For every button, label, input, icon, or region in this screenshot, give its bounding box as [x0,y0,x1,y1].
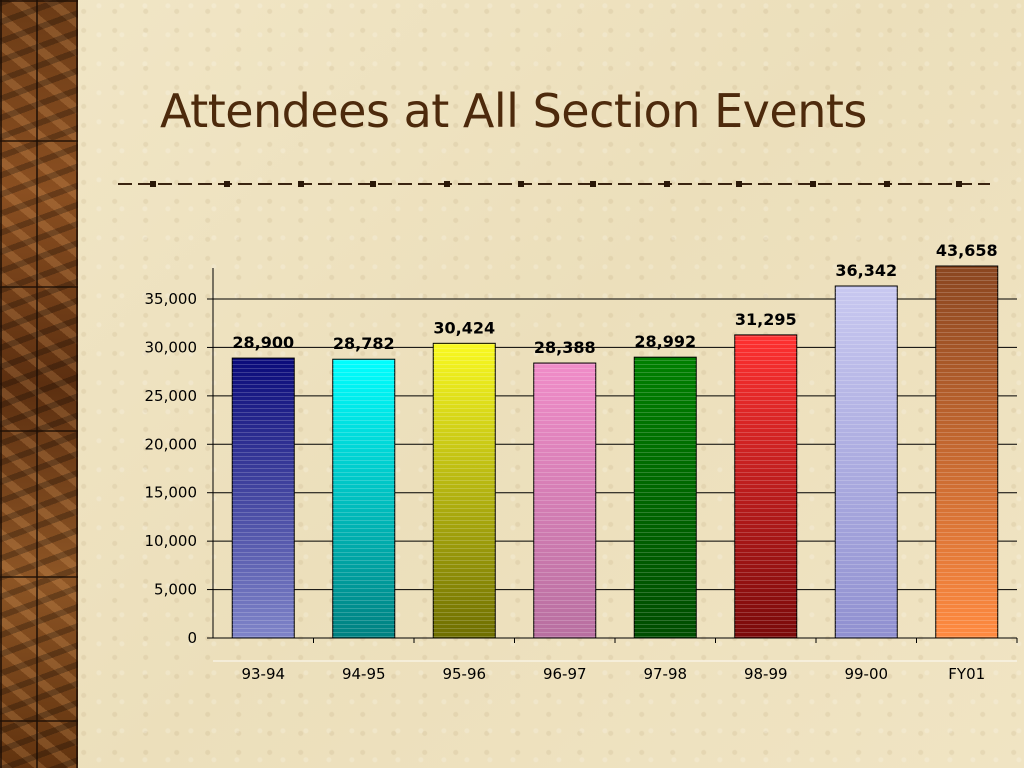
y-tick-label: 15,000 [145,484,198,502]
slide-title: Attendees at All Section Events [160,84,867,138]
wood-panel-decoration [0,0,78,768]
bar-texture [433,343,496,638]
wood-seam [36,0,38,768]
axes [212,268,1017,662]
x-tick-label: FY01 [948,665,985,683]
bar-value-label: 36,342 [835,261,897,280]
wood-seam [0,0,78,2]
bar-value-label: 28,782 [333,334,395,353]
y-tick-label: 25,000 [145,387,198,405]
value-labels: 28,900 28,782 30,424 28,388 28,992 31,295 36,3… [232,241,997,357]
bar-texture [232,358,295,638]
y-tick-label: 20,000 [145,435,198,453]
x-tick-label: 99-00 [844,665,888,683]
wood-seam [0,0,2,768]
y-tick-label: 30,000 [145,338,198,356]
wood-seam [0,720,78,722]
bar-value-label: 28,388 [534,338,596,357]
x-tick-label: 94-95 [342,665,386,683]
x-tick-label: 96-97 [543,665,587,683]
bar-value-label: 28,992 [634,332,696,351]
y-tick-label: 10,000 [145,532,198,550]
bar-value-label: 43,658 [936,241,998,260]
x-tick-label: 97-98 [643,665,687,683]
wood-seam [76,0,78,768]
wood-seam [0,140,78,142]
wood-seam [0,576,78,578]
bar-texture [533,363,596,638]
bar-texture [332,359,395,638]
y-tick-label: 0 [187,629,197,647]
x-axis-ticks: 93-94 94-95 95-96 96-97 97-98 98-99 99-00 FY01 [241,638,1018,683]
bar-texture [835,286,898,638]
x-tick-label: 98-99 [744,665,788,683]
x-tick-label: 95-96 [442,665,486,683]
bar-texture [734,334,797,638]
bar-texture [935,266,998,638]
decorative-divider [118,181,990,187]
bar-value-label: 30,424 [433,318,495,337]
y-tick-label: 5,000 [154,581,197,599]
x-tick-label: 93-94 [241,665,285,683]
bar-texture [634,357,697,638]
bar-value-label: 28,900 [232,333,294,352]
y-tick-label: 35,000 [145,290,198,308]
y-axis-ticks: 0 5,000 10,000 15,000 20,000 25,000 30,000 35,0… [145,290,213,647]
bar-value-label: 31,295 [735,310,797,329]
wood-seam [0,430,78,432]
wood-seam [0,286,78,288]
bars [231,265,999,639]
